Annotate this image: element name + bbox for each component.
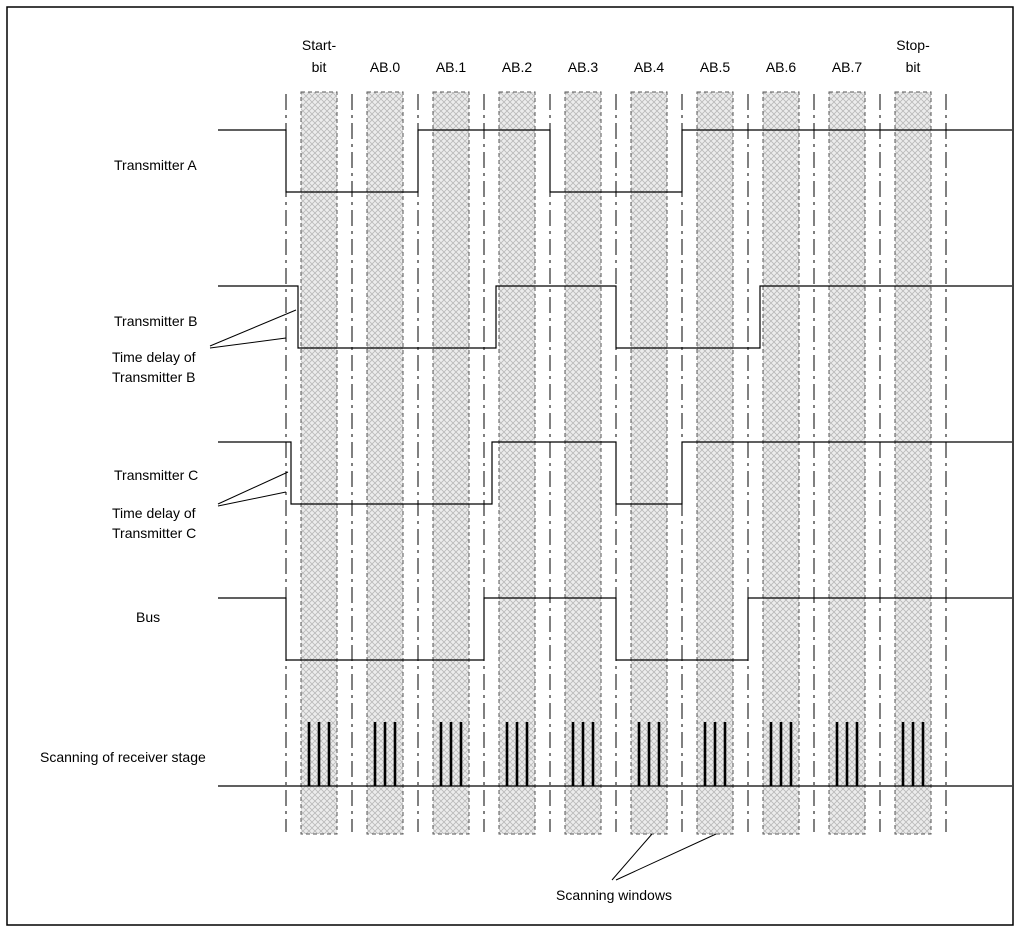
- label-scanning-windows: Scanning windows: [556, 887, 672, 903]
- bit-column-header: AB.1: [436, 59, 467, 75]
- signal-trace-bus: [218, 597, 1012, 661]
- signal-traces: [218, 129, 1012, 661]
- delay-c-leader: [217, 471, 289, 507]
- scanning-window: [630, 91, 668, 835]
- delay-c-line-2: Transmitter C: [112, 525, 196, 541]
- bit-column-header: AB.2: [502, 59, 533, 75]
- bit-column-header: AB.3: [568, 59, 599, 75]
- bit-column-header: Stop-: [896, 37, 930, 53]
- bit-column-header: AB.4: [634, 59, 665, 75]
- receiver-sampling-group: [218, 722, 1012, 787]
- signal-trace-transmitter-a: [218, 129, 1012, 193]
- label-transmitter-a: Transmitter A: [114, 157, 197, 173]
- bit-column-header: AB.7: [832, 59, 863, 75]
- scanning-windows-group: [300, 91, 932, 835]
- bit-column-header: bit: [906, 59, 921, 75]
- bit-column-header: Start-: [302, 37, 337, 53]
- scanning-window: [894, 91, 932, 835]
- scanning-window: [828, 91, 866, 835]
- delay-b-leader: [209, 309, 297, 349]
- scanning-window: [366, 91, 404, 835]
- delay-b-line-1: Time delay of: [112, 349, 196, 365]
- bit-column-header: AB.6: [766, 59, 797, 75]
- bit-column-header: AB.5: [700, 59, 731, 75]
- scanning-window: [696, 91, 734, 835]
- diagram-frame: [6, 6, 1014, 926]
- label-transmitter-c: Transmitter C: [114, 467, 198, 483]
- scanning-window: [564, 91, 602, 835]
- bit-column-header: AB.0: [370, 59, 401, 75]
- scanning-window: [498, 91, 536, 835]
- scanning-window: [762, 91, 800, 835]
- delay-b-line-2: Transmitter B: [112, 369, 196, 385]
- scanning-windows-leader: [611, 833, 717, 881]
- label-bus: Bus: [136, 609, 160, 625]
- label-scanning-of-receiver-stage: Scanning of receiver stage: [40, 749, 206, 765]
- scanning-window: [432, 91, 470, 835]
- bit-column-header: bit: [312, 59, 327, 75]
- bit-column-headers: Start-bit AB.0 AB.1 AB.2 AB.3 AB.4 AB.5 AB.6 AB.…: [302, 37, 930, 75]
- signal-trace-transmitter-c: [218, 441, 1012, 505]
- scanning-window: [300, 91, 338, 835]
- signal-trace-transmitter-b: [218, 285, 1012, 349]
- delay-c-line-1: Time delay of: [112, 505, 196, 521]
- label-transmitter-b: Transmitter B: [114, 313, 198, 329]
